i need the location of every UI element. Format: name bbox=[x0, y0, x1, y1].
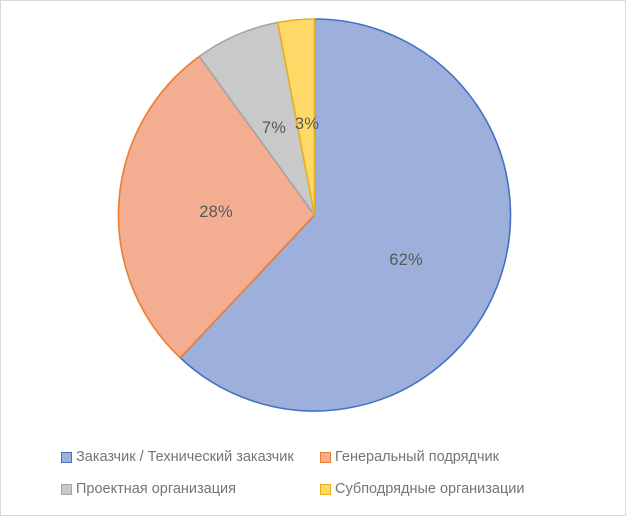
legend-swatch-icon-2 bbox=[61, 483, 72, 495]
pie-svg bbox=[117, 18, 512, 412]
slice-label-0: 62% bbox=[389, 250, 423, 269]
legend-item-genpodryad[interactable]: Генеральный подрядчик bbox=[320, 447, 499, 467]
pie-plot-area: 62% 28% 7% 3% bbox=[1, 1, 625, 431]
slice-label-3: 3% bbox=[294, 114, 320, 133]
legend-swatch-icon-1 bbox=[320, 451, 331, 463]
legend-label-1: Генеральный подрядчик bbox=[335, 448, 499, 465]
legend-item-proektnaya[interactable]: Проектная организация bbox=[61, 479, 236, 499]
chart-legend: Заказчик / Технический заказчик Генераль… bbox=[1, 435, 625, 515]
legend-item-zakazchik[interactable]: Заказчик / Технический заказчик bbox=[61, 447, 294, 467]
legend-label-3: Субподрядные организации bbox=[335, 480, 525, 497]
slice-label-2: 7% bbox=[261, 118, 287, 137]
legend-swatch-icon-0 bbox=[61, 451, 72, 463]
legend-item-subpodryad[interactable]: Субподрядные организации bbox=[320, 479, 524, 499]
legend-label-0: Заказчик / Технический заказчик bbox=[76, 448, 294, 465]
legend-label-2: Проектная организация bbox=[76, 480, 236, 497]
slice-label-1: 28% bbox=[199, 202, 233, 221]
pie-slice[interactable] bbox=[276, 18, 316, 216]
pie-slice[interactable] bbox=[117, 55, 316, 359]
pie-slice[interactable] bbox=[179, 18, 512, 412]
pie-slices-group bbox=[117, 18, 512, 412]
legend-swatch-icon-3 bbox=[320, 483, 331, 495]
